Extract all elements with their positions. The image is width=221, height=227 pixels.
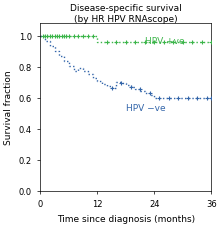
Point xyxy=(72,35,75,38)
Point xyxy=(195,96,199,100)
Point xyxy=(41,35,44,38)
Point xyxy=(134,40,137,44)
Point xyxy=(55,35,59,38)
Point xyxy=(53,35,56,38)
Point xyxy=(205,96,208,100)
Point xyxy=(124,40,128,44)
Point xyxy=(148,92,151,96)
Point xyxy=(191,40,194,44)
Point xyxy=(115,40,118,44)
Point xyxy=(60,35,63,38)
Point xyxy=(105,40,109,44)
Point xyxy=(186,96,189,100)
Point xyxy=(46,35,49,38)
Point xyxy=(176,96,180,100)
Point xyxy=(143,40,147,44)
Point xyxy=(200,40,204,44)
Point xyxy=(167,96,170,100)
X-axis label: Time since diagnosis (months): Time since diagnosis (months) xyxy=(57,214,195,223)
Title: Disease-specific survival
(by HR HPV RNAscope): Disease-specific survival (by HR HPV RNA… xyxy=(70,4,182,23)
Point xyxy=(62,35,66,38)
Point xyxy=(76,35,80,38)
Point xyxy=(48,35,51,38)
Point xyxy=(210,96,213,100)
Point xyxy=(91,35,94,38)
Point xyxy=(43,35,47,38)
Point xyxy=(57,35,61,38)
Point xyxy=(65,35,68,38)
Point xyxy=(157,96,161,100)
Point xyxy=(153,40,156,44)
Point xyxy=(172,40,175,44)
Text: HPV +ve: HPV +ve xyxy=(145,37,185,46)
Text: HPV −ve: HPV −ve xyxy=(126,104,166,113)
Point xyxy=(119,82,123,86)
Point xyxy=(86,35,90,38)
Point xyxy=(50,35,54,38)
Point xyxy=(81,35,85,38)
Point xyxy=(110,87,113,91)
Point xyxy=(162,40,166,44)
Point xyxy=(129,86,132,90)
Point xyxy=(67,35,70,38)
Y-axis label: Survival fraction: Survival fraction xyxy=(4,71,13,145)
Point xyxy=(181,40,185,44)
Point xyxy=(138,88,142,92)
Point xyxy=(210,40,213,44)
